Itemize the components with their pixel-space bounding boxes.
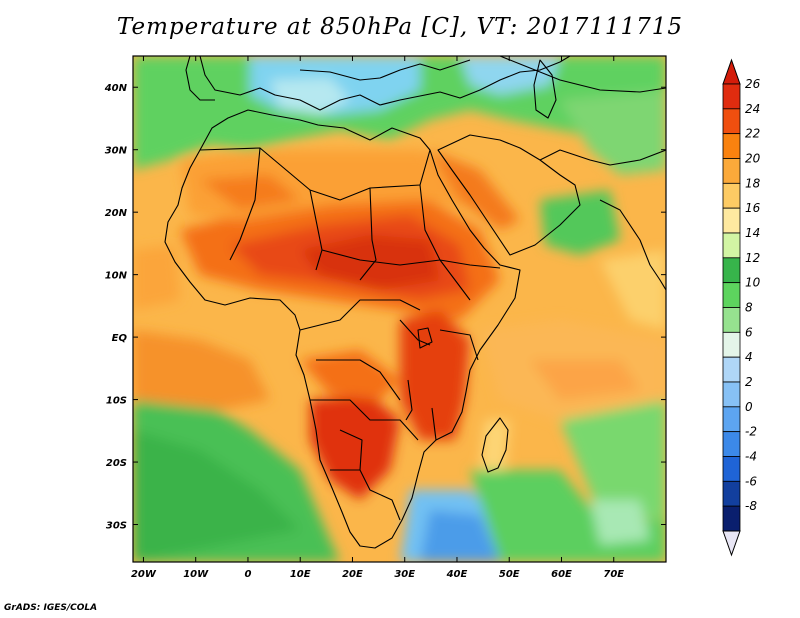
colorbar-swatch [722,431,741,457]
colorbar-swatch [722,232,741,259]
colorbar-label: -2 [745,425,757,439]
colorbar-swatch [722,108,741,135]
lat-label: 20S [106,458,127,469]
colorbar-swatch [722,133,741,159]
colorbar-label: 8 [745,301,753,315]
colorbar-label: 12 [745,251,760,265]
lon-label: 10W [183,569,209,580]
lon-label: 30E [394,569,415,580]
colorbar-swatch [722,83,741,110]
colorbar-swatch [722,282,741,308]
colorbar-bottom-arrow [722,530,741,557]
colorbar-label: 0 [745,400,753,414]
colorbar-label: 16 [745,201,761,215]
colorbar-swatch [722,356,741,383]
lon-label: 0 [244,569,251,580]
colorbar-label: 18 [745,176,761,190]
latitude-labels: 40N 30N 20N 10N EQ 10S 20S 30S [104,83,128,531]
lon-label: 20E [342,569,363,580]
lat-label: EQ [112,333,128,344]
colorbar-label: 22 [745,127,760,141]
lat-label: 10S [106,396,127,407]
coastlines [164,56,666,549]
lat-label: 20N [105,208,128,219]
lon-label: 50E [499,569,520,580]
colorbar-label: 10 [745,276,761,290]
colorbar-swatch [722,307,741,333]
lat-label: 40N [104,83,128,94]
colorbar-label: -8 [745,499,757,513]
lat-label: 30S [106,521,127,532]
colorbar-label: 26 [745,77,761,91]
colorbar-swatch [722,406,741,433]
colorbar-swatch [722,207,741,234]
lon-label: 60E [551,569,572,580]
colorbar-label: 4 [745,350,753,364]
lon-label: 10E [290,569,311,580]
colorbar-label: -4 [745,450,757,464]
colorbar-label: 20 [745,152,761,166]
colorbar-swatch [722,158,741,184]
lat-label: 30N [105,146,128,157]
axis-ticks [133,56,666,562]
colorbar-swatch [722,381,741,408]
lon-label: 70E [603,569,624,580]
colorbar-label: -6 [745,474,757,488]
lon-label: 40E [446,569,468,580]
colorbar-label: 6 [745,325,753,339]
map-title: Temperature at 850hPa [C], VT: 201711171… [116,14,684,40]
colorbar-swatch [722,182,741,209]
colorbar-swatch [722,257,741,284]
colorbar-top-arrow [722,58,741,85]
colorbar-label: 14 [745,226,760,240]
colorbar-label: 2 [745,375,753,389]
lon-label: 20W [131,569,157,580]
plot-frame [132,55,667,563]
longitude-labels: 20W 10W 0 10E 20E 30E 40E 50E 60E 70E [131,569,624,580]
colorbar-label: 24 [745,102,760,116]
colorbar-swatch [722,456,741,482]
lat-label: 10N [105,271,128,282]
credit-text: GrADS: IGES/COLA [4,603,98,613]
temperature-field [133,56,666,562]
colorbar-swatch [722,505,741,532]
colorbar-swatch [722,331,741,358]
colorbar-swatch [722,480,741,507]
